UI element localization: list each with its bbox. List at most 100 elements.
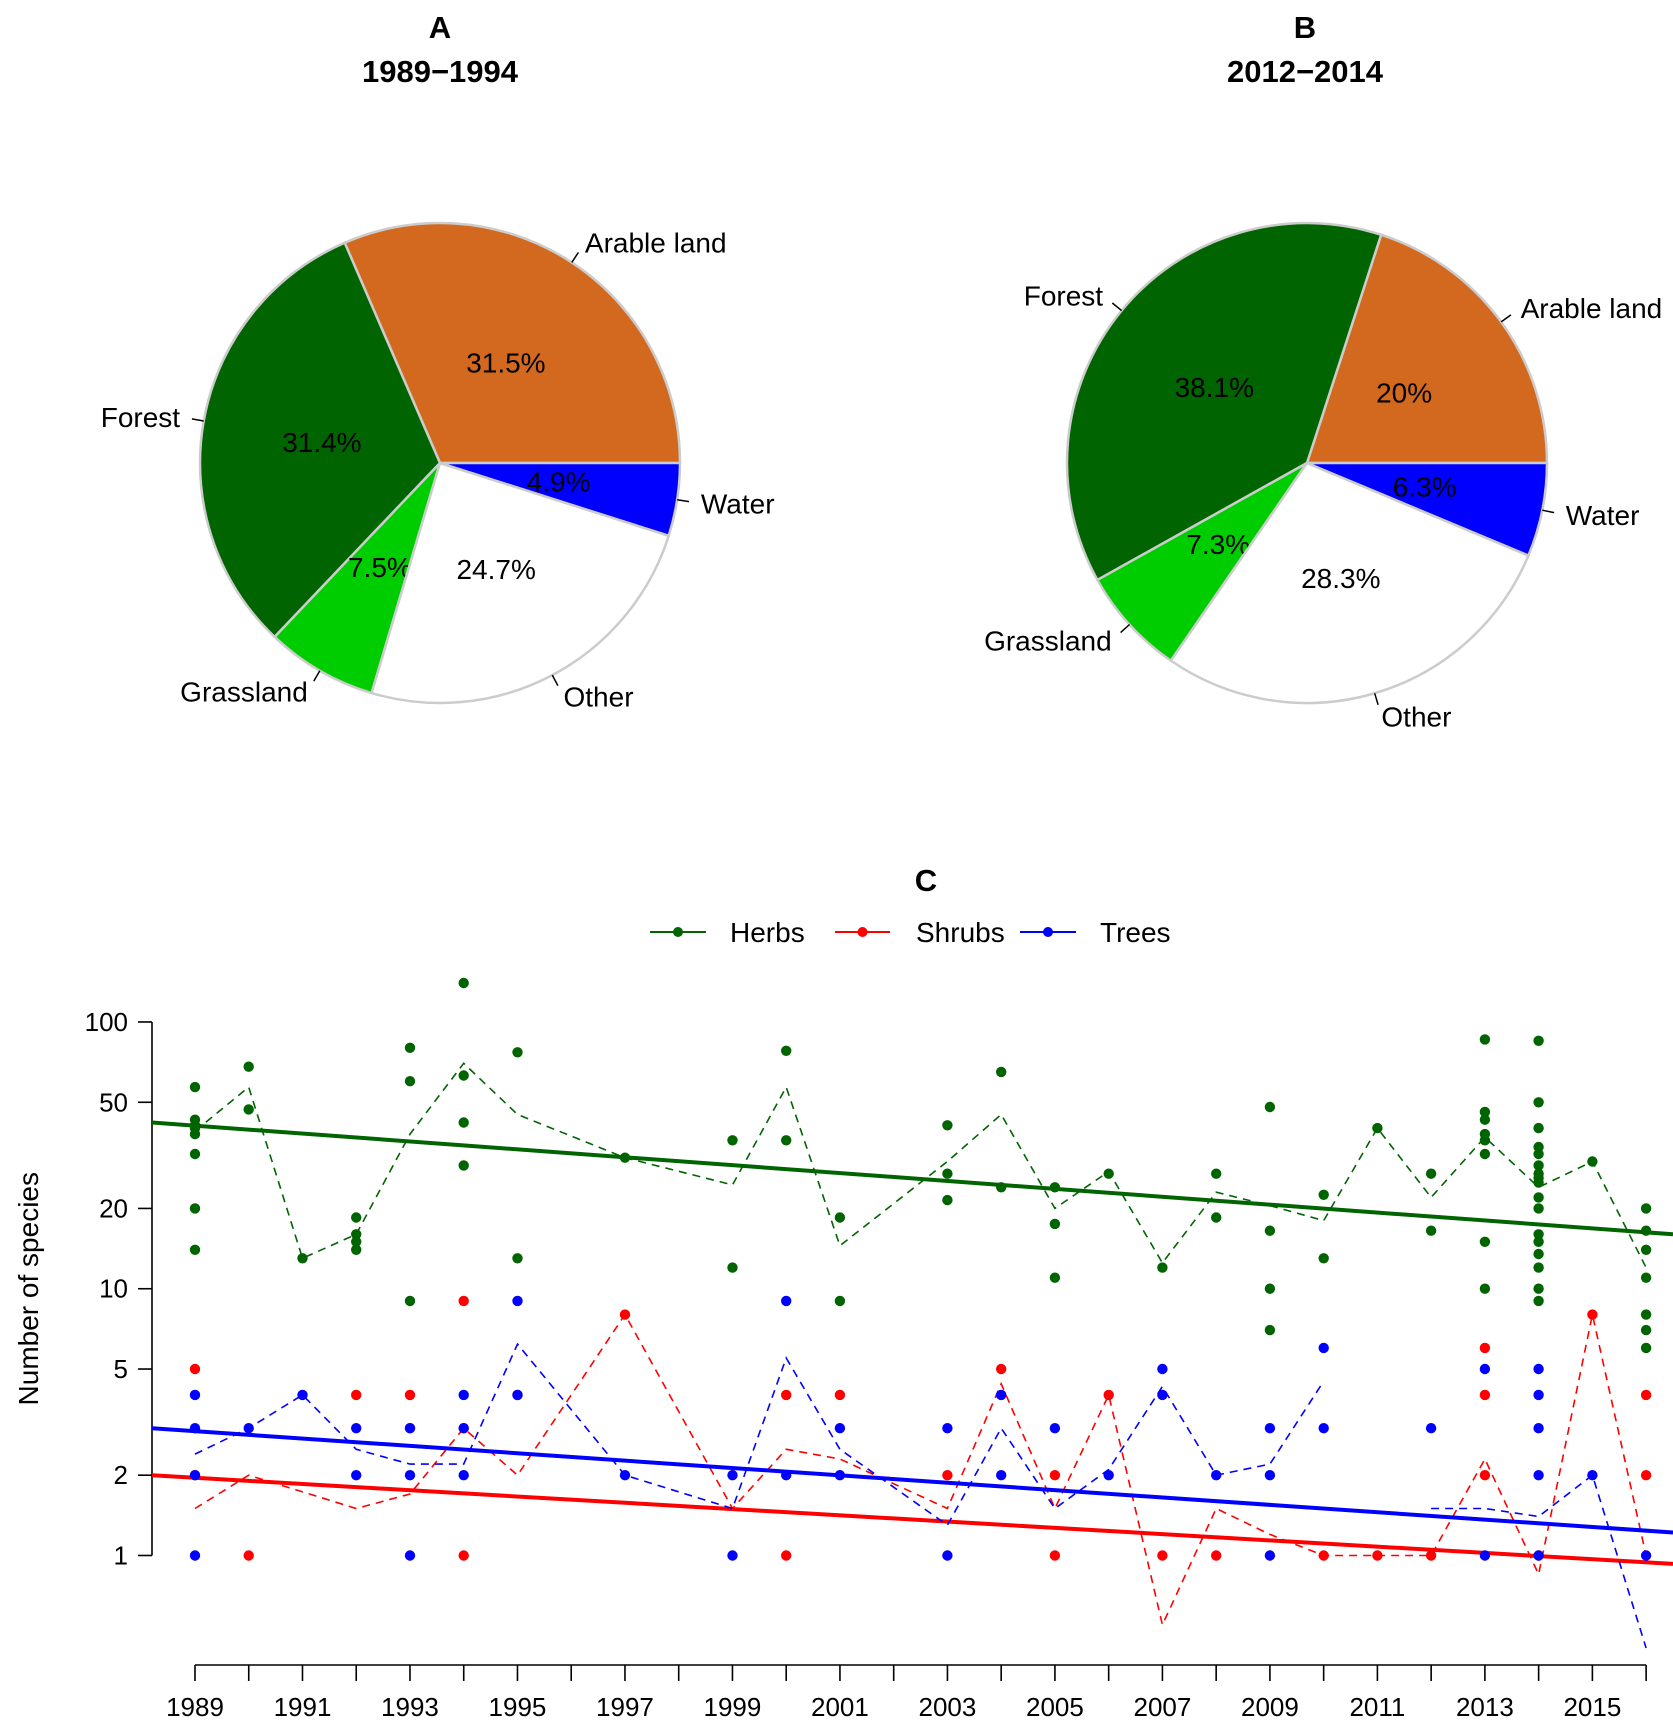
- herbs-point: [1533, 1192, 1544, 1203]
- herbs-point: [1640, 1272, 1652, 1283]
- herbs-point: [351, 1236, 362, 1248]
- legend-shrubs-marker: [857, 927, 868, 937]
- shrubs-point: [1103, 1389, 1114, 1401]
- y-tick-label: 5: [114, 1354, 128, 1384]
- trees-point: [404, 1423, 416, 1434]
- herbs-point: [1157, 1262, 1168, 1273]
- trees-point: [1640, 1550, 1652, 1561]
- herbs-point: [1533, 1236, 1544, 1248]
- herbs-point: [1640, 1225, 1652, 1236]
- pie-b-pct-other: 28.3%: [1301, 563, 1380, 594]
- pie-b-label-other: Other: [1381, 701, 1451, 732]
- trees-point: [942, 1550, 953, 1561]
- herbs-point: [1211, 1168, 1222, 1179]
- legend-shrubs-label: Shrubs: [916, 917, 1005, 948]
- x-tick-label: 2003: [919, 1692, 977, 1722]
- pie-a-pct-other: 24.7%: [456, 554, 535, 585]
- herbs-point: [1533, 1248, 1544, 1260]
- trees-point: [512, 1389, 523, 1401]
- pie-b-label-grassland: Grassland: [984, 626, 1112, 657]
- trees-trend-line: [152, 1426, 1673, 1535]
- trees-point: [1533, 1470, 1544, 1481]
- trees-point: [1533, 1363, 1544, 1375]
- shrubs-point: [351, 1389, 362, 1401]
- herbs-point: [512, 1047, 523, 1058]
- herbs-point: [727, 1262, 738, 1273]
- herbs-point: [1640, 1309, 1652, 1320]
- x-tick-label: 2011: [1349, 1692, 1405, 1722]
- x-tick-label: 2013: [1456, 1692, 1514, 1722]
- herbs-point: [404, 1042, 416, 1054]
- shrubs-point: [781, 1550, 792, 1561]
- herbs-point: [189, 1081, 201, 1093]
- herbs-point: [1049, 1182, 1061, 1193]
- herbs-point: [781, 1045, 792, 1057]
- herbs-point: [1587, 1156, 1598, 1167]
- pie-a-leader-other: [551, 674, 559, 687]
- shrubs-point: [1640, 1389, 1652, 1401]
- trees-point: [351, 1423, 362, 1434]
- pie-a-pct-water: 4.9%: [527, 466, 591, 497]
- herbs-point: [1318, 1253, 1329, 1264]
- trees-point: [1479, 1550, 1491, 1561]
- pie-a-label-forest: Forest: [101, 402, 181, 433]
- herbs-point: [1533, 1203, 1544, 1214]
- trees-point: [1157, 1363, 1168, 1375]
- herbs-point: [1533, 1035, 1544, 1047]
- x-tick-label: 1989: [166, 1692, 224, 1722]
- pie-b-slice-grassland: [1095, 461, 1309, 663]
- legend-herbs-marker: [673, 927, 683, 937]
- herbs-point: [996, 1182, 1007, 1193]
- pie-a-pct-arable-land: 31.5%: [466, 348, 545, 379]
- shrubs-point: [1425, 1550, 1437, 1561]
- herbs-point: [458, 977, 469, 989]
- y-tick-label: 10: [99, 1274, 128, 1304]
- pie-b-slices: 20% Arable land 38.1% Forest 7.3% Grassland 28…: [984, 221, 1663, 732]
- shrubs-point: [458, 1550, 469, 1561]
- trees-point: [512, 1295, 523, 1307]
- series-layer: [152, 977, 1673, 1649]
- trees-point: [1533, 1389, 1544, 1401]
- y-tick-label: 1: [114, 1540, 128, 1570]
- herbs-point: [1425, 1168, 1437, 1179]
- shrubs-point: [243, 1550, 254, 1561]
- pie-b-slice-forest: [1065, 221, 1383, 582]
- shrubs-point: [619, 1309, 631, 1320]
- pie-panel-b: B 2012−2014 20% Arable land 38.1% Forest 7.3…: [984, 10, 1662, 732]
- trees-point: [1264, 1470, 1276, 1481]
- herbs-point: [351, 1212, 362, 1223]
- plot-area: [152, 977, 1673, 1649]
- pie-a-slice-other: [370, 461, 671, 705]
- pie-b-pct-grassland: 7.3%: [1186, 529, 1250, 560]
- trees-point: [1318, 1342, 1329, 1354]
- shrubs-point: [996, 1363, 1007, 1375]
- herbs-point: [458, 1160, 469, 1171]
- shrubs-point: [458, 1295, 469, 1307]
- pie-b-leader-water: [1542, 509, 1555, 514]
- shrubs-point: [1587, 1309, 1598, 1320]
- pie-b-label-arable-land: Arable land: [1521, 293, 1663, 324]
- legend: Herbs Shrubs Trees: [650, 917, 1171, 948]
- shrubs-point: [1479, 1389, 1491, 1401]
- herbs-point: [1533, 1122, 1544, 1134]
- shrubs-point: [1049, 1470, 1061, 1481]
- herbs-point: [189, 1203, 201, 1214]
- shrubs-point: [1211, 1550, 1222, 1561]
- trees-point: [458, 1389, 469, 1401]
- x-tick-label: 2007: [1133, 1692, 1191, 1722]
- pie-a-leader-forest: [191, 418, 204, 422]
- trees-mean-line: [1431, 1473, 1647, 1649]
- herbs-point: [458, 1070, 469, 1081]
- herbs-point: [1479, 1236, 1491, 1248]
- herbs-point: [1479, 1135, 1491, 1146]
- legend-trees-label: Trees: [1100, 917, 1171, 948]
- trees-point: [1533, 1423, 1544, 1434]
- shrubs-point: [834, 1389, 846, 1401]
- herbs-point: [243, 1061, 254, 1072]
- trees-point: [1157, 1389, 1168, 1401]
- herbs-point: [512, 1253, 523, 1264]
- herbs-point: [942, 1168, 953, 1179]
- herbs-point: [996, 1066, 1007, 1078]
- trees-point: [189, 1389, 201, 1401]
